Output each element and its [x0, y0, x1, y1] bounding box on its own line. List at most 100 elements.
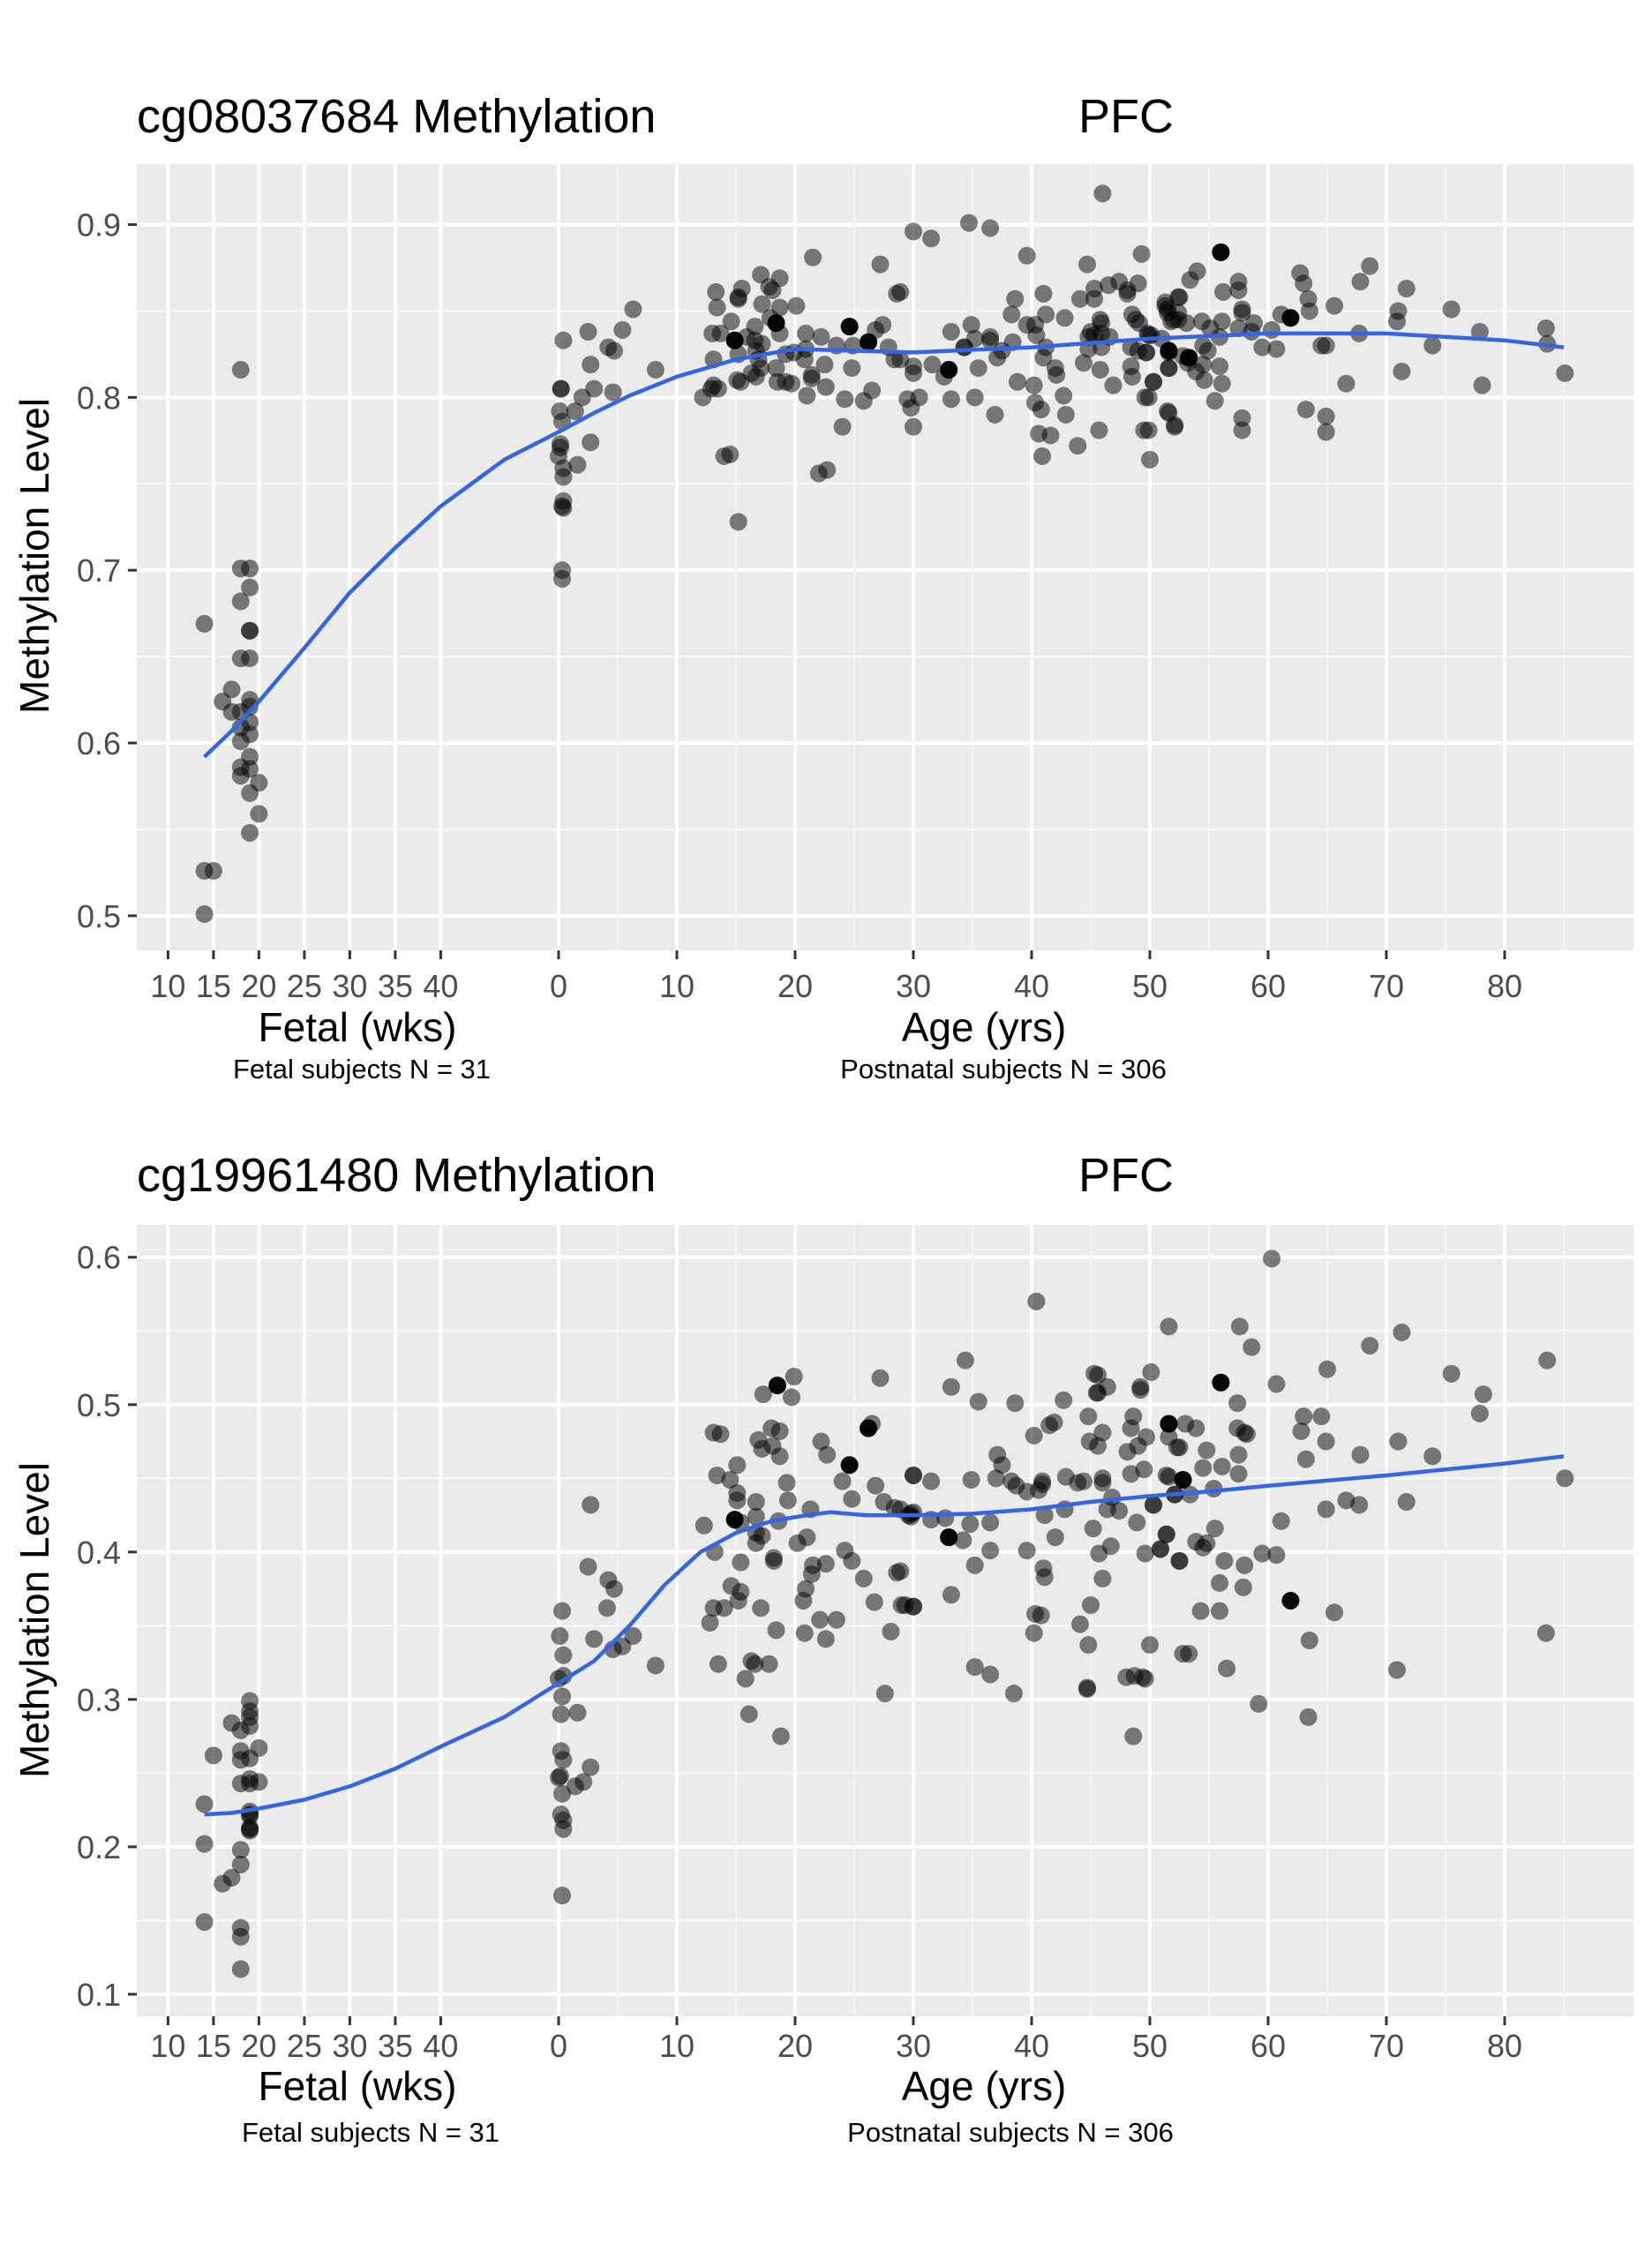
- postnatal-data-point: [1045, 1413, 1063, 1431]
- postnatal-data-point: [715, 1599, 733, 1617]
- postnatal-data-point: [1142, 1363, 1160, 1382]
- postnatal-data-point: [1317, 1500, 1335, 1519]
- postnatal-data-point: [752, 1599, 770, 1617]
- x-tick-label-postnatal: 60: [1250, 968, 1286, 1004]
- postnatal-data-point: [1253, 338, 1272, 356]
- postnatal-data-point: [554, 331, 573, 349]
- postnatal-data-point: [905, 417, 922, 436]
- postnatal-data-point: [1350, 1496, 1369, 1514]
- postnatal-data-point: [721, 445, 740, 463]
- postnatal-data-point: [1423, 1447, 1442, 1466]
- plot-area: [137, 1225, 1633, 2016]
- y-tick-label: 0.2: [77, 1829, 121, 1865]
- postnatal-data-point: [613, 1637, 632, 1655]
- smoothed-fit-line: [203, 331, 1565, 759]
- postnatal-data-point: [1198, 341, 1217, 360]
- postnatal-data-point: [891, 282, 910, 301]
- postnatal-data-point: [1170, 1551, 1189, 1570]
- highlighted-data-point: [1180, 349, 1198, 367]
- postnatal-data-point: [867, 1476, 885, 1495]
- postnatal-data-point: [1160, 1467, 1178, 1486]
- postnatal-data-point: [1233, 409, 1251, 427]
- highlighted-data-point: [1212, 1373, 1230, 1392]
- postnatal-data-point: [1556, 1469, 1574, 1488]
- postnatal-data-point: [1006, 1394, 1025, 1413]
- x-tick-label-fetal: 30: [332, 968, 367, 1004]
- postnatal-data-point: [965, 1658, 984, 1677]
- postnatal-data-point: [954, 1531, 972, 1550]
- fetal-data-point: [214, 1874, 232, 1893]
- postnatal-data-point: [1093, 184, 1112, 203]
- postnatal-data-point: [754, 1385, 772, 1404]
- postnatal-data-point: [871, 255, 890, 274]
- postnatal-data-point: [1132, 244, 1151, 263]
- y-tick-label: 0.9: [77, 207, 121, 244]
- postnatal-data-point: [1442, 300, 1461, 319]
- postnatal-data-point: [981, 331, 1000, 349]
- highlighted-data-point: [1174, 1470, 1192, 1489]
- postnatal-data-point: [1025, 376, 1043, 394]
- postnatal-data-point: [1536, 319, 1555, 338]
- fetal-subtitle: Fetal subjects N = 31: [242, 2117, 499, 2148]
- postnatal-data-point: [1237, 1425, 1256, 1444]
- postnatal-data-point: [1145, 1496, 1163, 1514]
- postnatal-data-point: [1361, 257, 1379, 275]
- x-tick-label-fetal: 20: [241, 2028, 276, 2064]
- postnatal-data-point: [554, 468, 573, 486]
- postnatal-data-point: [1166, 417, 1184, 436]
- postnatal-data-point: [550, 1768, 567, 1787]
- x-axis-label-postnatal: Age (yrs): [902, 2063, 1067, 2109]
- postnatal-data-point: [1079, 1636, 1098, 1655]
- postnatal-data-point: [1139, 388, 1158, 407]
- x-tick-label-postnatal: 0: [550, 2028, 567, 2064]
- x-tick-label-postnatal: 30: [896, 2028, 931, 2064]
- postnatal-data-point: [554, 499, 573, 517]
- fetal-data-point: [195, 1795, 214, 1813]
- postnatal-data-point: [905, 1597, 922, 1616]
- postnatal-data-point: [579, 1557, 597, 1576]
- x-tick-label-fetal: 35: [378, 2028, 413, 2064]
- postnatal-data-point: [624, 300, 642, 319]
- panel-region: PFC: [1078, 90, 1174, 143]
- postnatal-data-point: [1093, 1474, 1112, 1492]
- postnatal-data-point: [1136, 1670, 1154, 1688]
- postnatal-data-point: [1250, 1694, 1268, 1713]
- highlighted-data-point: [1212, 243, 1230, 261]
- postnatal-data-point: [554, 1820, 573, 1838]
- postnatal-data-point: [1300, 1632, 1318, 1650]
- postnatal-data-point: [1089, 1437, 1108, 1455]
- postnatal-data-point: [965, 1556, 984, 1574]
- x-tick-label-fetal: 35: [378, 968, 413, 1004]
- postnatal-data-point: [701, 1614, 719, 1632]
- postnatal-data-point: [1017, 1542, 1036, 1560]
- fetal-data-point: [195, 614, 214, 633]
- postnatal-data-point: [770, 1447, 789, 1466]
- postnatal-data-point: [613, 320, 632, 339]
- postnatal-data-point: [1397, 1493, 1415, 1512]
- postnatal-data-point: [905, 222, 922, 241]
- fetal-data-point: [241, 649, 259, 668]
- postnatal-data-point: [728, 1456, 747, 1475]
- postnatal-data-point: [770, 1422, 789, 1440]
- postnatal-data-point: [936, 1509, 955, 1527]
- postnatal-data-point: [740, 1705, 758, 1723]
- postnatal-data-point: [1025, 1426, 1043, 1445]
- highlighted-data-point: [725, 1511, 744, 1529]
- postnatal-data-point: [568, 455, 587, 474]
- fetal-data-point: [231, 1927, 250, 1946]
- postnatal-data-point: [1141, 1636, 1159, 1655]
- highlighted-data-point: [767, 314, 785, 333]
- plot-area: [137, 164, 1633, 950]
- postnatal-data-point: [1263, 320, 1281, 339]
- fetal-data-point: [195, 1835, 214, 1853]
- postnatal-data-point: [566, 402, 584, 421]
- postnatal-data-point: [646, 361, 665, 379]
- postnatal-data-point: [955, 338, 973, 356]
- postnatal-data-point: [795, 350, 814, 369]
- postnatal-data-point: [1536, 1624, 1555, 1642]
- postnatal-data-point: [1191, 1602, 1210, 1620]
- fetal-data-point: [241, 784, 259, 802]
- postnatal-data-point: [1389, 1432, 1408, 1451]
- postnatal-data-point: [1128, 1513, 1146, 1532]
- postnatal-data-point: [905, 364, 922, 382]
